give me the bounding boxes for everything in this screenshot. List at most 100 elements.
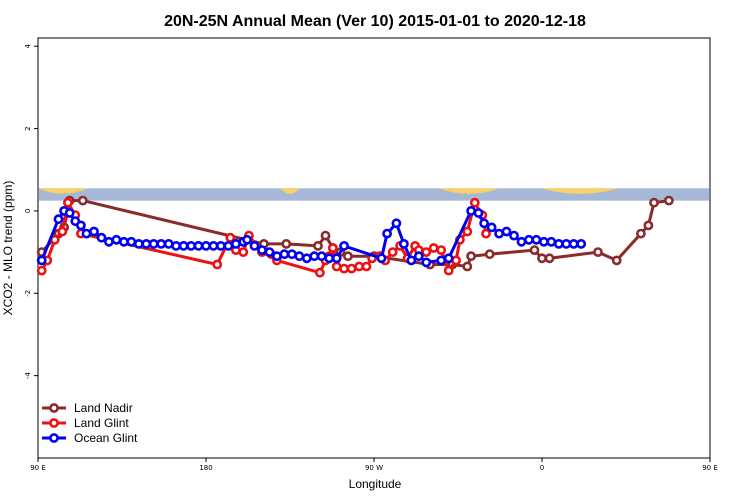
- data-point: [215, 240, 226, 251]
- data-point: [314, 267, 325, 278]
- legend-label: Land Nadir: [74, 401, 133, 415]
- data-point: [436, 255, 447, 266]
- data-point: [382, 228, 392, 239]
- y-axis: -4 -2 0 2 4: [24, 43, 38, 379]
- data-point: [501, 226, 512, 237]
- data-point: [171, 240, 181, 251]
- data-point: [316, 251, 327, 262]
- data-point: [96, 232, 107, 243]
- x-tick-label: 180: [199, 464, 212, 472]
- data-point: [524, 234, 534, 245]
- data-point: [331, 253, 342, 264]
- data-point: [537, 253, 547, 264]
- data-point: [473, 208, 484, 218]
- y-tick-label: -2: [24, 290, 32, 297]
- series-ocean-glint: [36, 205, 587, 268]
- data-point: [529, 245, 540, 255]
- data-point: [531, 234, 542, 245]
- data-point: [327, 243, 338, 253]
- data-point: [406, 255, 417, 266]
- data-point: [643, 220, 654, 231]
- data-point: [544, 253, 555, 264]
- legend-label: Ocean Glint: [74, 431, 138, 445]
- data-point: [313, 240, 323, 251]
- x-axis: 90 E 180 90 W 0 90 E: [30, 458, 718, 472]
- data-point: [104, 236, 114, 247]
- series-land-nadir: [36, 195, 674, 272]
- data-point: [428, 243, 439, 253]
- data-point: [264, 247, 275, 257]
- data-point: [553, 238, 564, 249]
- legend-label: Land Glint: [74, 416, 129, 430]
- data-point: [77, 195, 88, 206]
- data-point: [156, 238, 167, 249]
- data-point: [462, 226, 473, 237]
- data-point: [398, 238, 409, 249]
- data-point: [509, 230, 519, 241]
- data-point: [212, 259, 223, 270]
- data-point: [294, 251, 305, 262]
- data-point: [36, 265, 47, 276]
- data-point: [636, 228, 646, 239]
- y-tick-label: 2: [24, 126, 32, 130]
- data-point: [339, 263, 349, 274]
- data-point: [413, 251, 424, 262]
- data-point: [63, 197, 73, 208]
- x-tick-label: 0: [540, 464, 544, 472]
- legend-swatch-marker: [49, 403, 59, 413]
- data-point: [279, 249, 290, 260]
- data-point: [249, 240, 260, 251]
- data-point: [133, 238, 144, 249]
- data-point: [516, 236, 527, 247]
- x-tick-label: 90 E: [702, 464, 718, 472]
- data-point: [64, 208, 75, 218]
- data-point: [611, 255, 622, 266]
- data-point: [324, 253, 335, 264]
- data-point: [346, 263, 357, 274]
- data-point: [376, 253, 387, 264]
- data-point: [421, 247, 432, 257]
- x-tick-label: 90 W: [365, 464, 383, 472]
- data-point: [593, 247, 603, 257]
- data-point: [126, 236, 137, 247]
- data-point: [436, 245, 447, 255]
- data-point: [576, 238, 587, 249]
- data-point: [76, 220, 86, 231]
- data-point: [481, 228, 491, 239]
- data-point: [479, 218, 489, 229]
- data-point: [281, 238, 292, 249]
- legend-swatch-marker: [49, 433, 59, 443]
- data-point: [443, 253, 454, 264]
- series-layer: [36, 195, 674, 278]
- data-point: [342, 251, 353, 262]
- data-point: [193, 240, 204, 251]
- data-point: [462, 261, 473, 272]
- x-tick-label: 90 E: [30, 464, 46, 472]
- data-point: [469, 197, 480, 208]
- data-point: [223, 240, 234, 251]
- data-point: [649, 197, 659, 208]
- data-point: [81, 228, 92, 239]
- data-point: [111, 234, 122, 245]
- map-strip-land: [540, 188, 620, 194]
- series-line: [40, 199, 670, 268]
- data-point: [568, 238, 579, 249]
- data-point: [53, 214, 64, 225]
- chart-title: 20N-25N Annual Mean (Ver 10) 2015-01-01 …: [164, 13, 586, 30]
- data-point: [225, 232, 236, 243]
- data-point: [271, 251, 282, 262]
- map-strip-ocean: [39, 188, 709, 201]
- map-strip-land: [38, 188, 88, 194]
- data-point: [286, 249, 297, 260]
- legend-swatch-marker: [49, 418, 59, 428]
- data-point: [201, 240, 211, 251]
- y-tick-label: 0: [24, 209, 32, 213]
- y-axis-label: XCO2 - MLO trend (ppm): [1, 181, 15, 316]
- data-point: [421, 257, 432, 268]
- data-point: [361, 261, 372, 272]
- data-point: [89, 226, 99, 237]
- data-point: [320, 230, 331, 241]
- data-point: [339, 240, 349, 251]
- data-point: [148, 238, 159, 249]
